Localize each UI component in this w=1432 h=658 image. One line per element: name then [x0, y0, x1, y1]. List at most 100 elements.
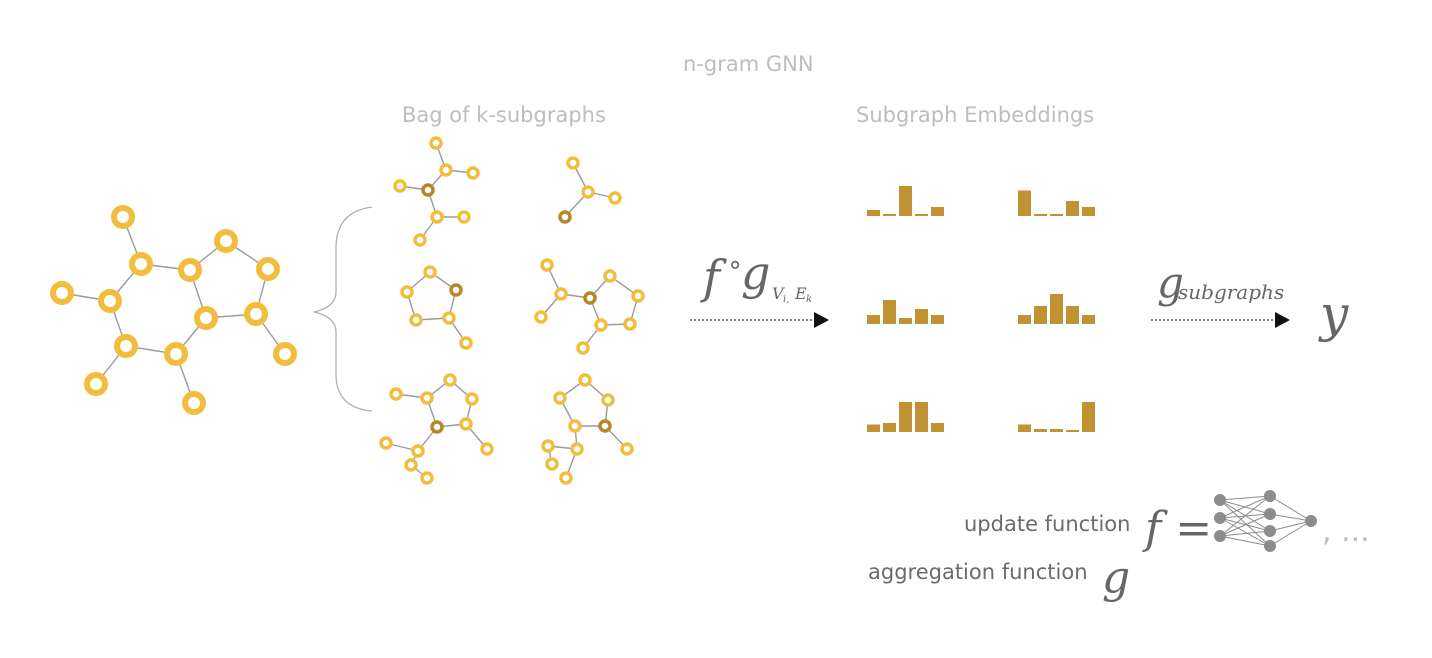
nn-node: [1264, 525, 1276, 537]
nn-edge: [1219, 495, 1271, 537]
subgraph-4-node: [534, 310, 548, 324]
embedding-1-bar: [931, 207, 944, 216]
embedding-4-bar: [1082, 315, 1095, 324]
subgraph-6-node: [553, 391, 567, 405]
nn-edge: [1219, 517, 1271, 547]
nn-edge: [1219, 499, 1271, 547]
subgraph-1-node: [413, 233, 427, 247]
aggregation-function-math: g: [1102, 552, 1131, 603]
subgraph-2-node: [566, 156, 580, 170]
diagram-title: n-gram GNN: [683, 52, 814, 76]
subgraph-6-node: [568, 419, 582, 433]
subgraph-6-node: [545, 457, 559, 471]
subgraph-2-node: [581, 185, 595, 199]
subgraph-5-node: [420, 471, 434, 485]
embedding-5-bar: [931, 423, 944, 432]
subgraph-4-node: [554, 287, 568, 301]
subgraph-1-node: [421, 183, 435, 197]
nn-node: [1214, 494, 1226, 506]
embedding-3-bar: [899, 318, 912, 324]
molecule-node: [114, 334, 138, 358]
subgraph-5-node: [404, 458, 418, 472]
subgraph-1-node: [429, 136, 443, 150]
compose-sub-k: k: [806, 294, 813, 305]
molecule-node: [244, 302, 268, 326]
subgraph-4-node: [583, 291, 597, 305]
embedding-5-bar: [883, 423, 896, 432]
embedding-1-bar: [883, 214, 896, 216]
embedding-3-bar: [931, 315, 944, 324]
subgraph-4-node: [594, 318, 608, 332]
nn-edge: [1269, 520, 1312, 532]
embedding-2-bar: [1082, 207, 1095, 216]
subgraph-1-node: [439, 163, 453, 177]
subgraph-3-node: [423, 265, 437, 279]
subgraph-6-node: [620, 442, 634, 456]
subgraph-1-node: [430, 210, 444, 224]
subgraph-5-node: [430, 420, 444, 434]
subgraph-6-node: [601, 393, 615, 407]
embedding-3-bar: [867, 315, 880, 324]
arrow-2-head: [1275, 312, 1290, 328]
nn-node: [1264, 508, 1276, 520]
embedding-2-bar: [1034, 214, 1047, 216]
embedding-4-bar: [1034, 306, 1047, 324]
nn-edge: [1269, 495, 1312, 522]
molecule-node: [273, 342, 297, 366]
subgraph-5-node: [411, 444, 425, 458]
agg-g: g: [1157, 258, 1184, 307]
subgraph-4-node: [576, 341, 590, 355]
subgraph-5-node: [379, 436, 393, 450]
embedding-6-bar: [1082, 402, 1095, 432]
nn-edge: [1219, 513, 1271, 537]
subgraph-1-node: [457, 210, 471, 224]
molecule-node: [178, 258, 202, 282]
embedding-3-bar: [883, 300, 896, 324]
nn-edge: [1219, 530, 1271, 537]
compose-f: f: [703, 250, 721, 304]
nn-edge: [1219, 535, 1271, 547]
nn-node: [1264, 540, 1276, 552]
nn-node: [1214, 530, 1226, 542]
embedding-6-bar: [1050, 429, 1063, 432]
subgraph-3-node: [449, 283, 463, 297]
subgraph-4-node: [623, 317, 637, 331]
molecule-node: [111, 205, 135, 229]
output-y: y: [1320, 285, 1349, 343]
embedding-5-bar: [899, 402, 912, 432]
embedding-2-bar: [1066, 201, 1079, 216]
embedding-1-bar: [867, 210, 880, 216]
subgraph-2-node: [558, 210, 572, 224]
nn-node: [1305, 515, 1317, 527]
subgraph-1-node: [466, 166, 480, 180]
nn-edge: [1219, 495, 1271, 501]
subgraph-6-node: [578, 373, 592, 387]
molecule-node: [129, 252, 153, 276]
subgraph-6-node: [559, 471, 573, 485]
subgraph-3-node: [409, 313, 423, 327]
molecule-node: [214, 229, 238, 253]
embedding-2-bar: [1050, 214, 1063, 216]
subgraph-3-node: [442, 311, 456, 325]
nn-edge: [1269, 513, 1312, 522]
embedding-6-bar: [1066, 430, 1079, 432]
molecule-node: [50, 281, 74, 305]
update-function-label: update function: [964, 512, 1131, 536]
aggregation-function-label: aggregation function: [868, 560, 1088, 584]
subgraph-5-node: [480, 442, 494, 456]
compose-sub-v: V: [772, 284, 784, 303]
molecule-node: [98, 289, 122, 313]
brace: [313, 206, 373, 412]
embedding-5-bar: [915, 402, 928, 432]
molecule-node: [182, 391, 206, 415]
subgraph-6-node: [541, 439, 555, 453]
molecule-node: [256, 257, 280, 281]
bag-label: Bag of k-subgraphs: [402, 103, 606, 127]
subgraph-5-node: [459, 417, 473, 431]
arrow-1-head: [814, 312, 829, 328]
embedding-6-bar: [1034, 429, 1047, 432]
compose-g: g: [741, 246, 771, 300]
compose-sub-e: E: [795, 284, 807, 303]
agg-sub: subgraphs: [1178, 280, 1285, 304]
subgraph-4-node: [540, 258, 554, 272]
